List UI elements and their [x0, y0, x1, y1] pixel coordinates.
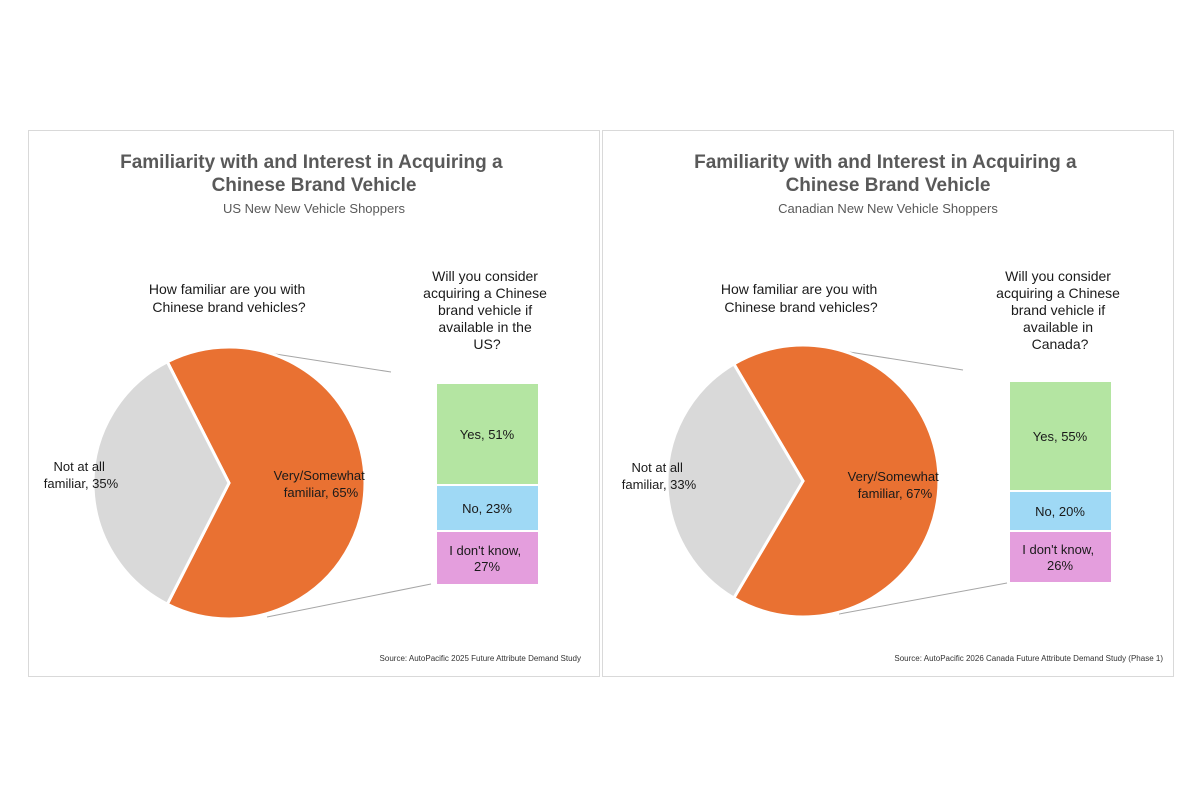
- pie-slice-very-somewhat-familiar: [731, 343, 941, 619]
- slice-label-not-at-all-familiar: Not at all: [54, 459, 105, 474]
- pie-slice-very-somewhat-familiar: [165, 345, 367, 621]
- bar-label-dont-know: I don't know, 27%: [449, 543, 525, 574]
- bar-segment-yes: [435, 382, 540, 486]
- bar-segment-dont-know: [1008, 530, 1113, 584]
- pie-question: How familiar are you with: [149, 281, 305, 297]
- bar-question: US?: [473, 336, 500, 352]
- bar-segment-dont-know: [435, 530, 540, 586]
- bar-question: brand vehicle if: [438, 302, 532, 318]
- slice-label-very-somewhat-familiar: familiar, 65%: [284, 485, 359, 500]
- svg-text:Will you consider acquir: Will you consider acquiring a Chinese br…: [996, 268, 1124, 352]
- connector-line-bottom: [266, 583, 432, 618]
- bar-segment-no: [1008, 490, 1113, 532]
- chart-title: Chinese Brand Vehicle: [786, 175, 991, 196]
- svg-text:Very/Somewhat familiar,: Very/Somewhat familiar, 67%: [848, 469, 943, 501]
- svg-text:Familiarity with and Interest: Familiarity with and Interest in Acquiri…: [120, 152, 508, 196]
- pie-of-bar-chart-canada: Familiarity with and Interest in Acquiri…: [622, 152, 1164, 663]
- source-note: Source: AutoPacific 2026 Canada Future A…: [894, 654, 1163, 663]
- pie-question: Chinese brand vehicles?: [724, 299, 878, 315]
- slice-label-very-somewhat-familiar: Very/Somewhat: [848, 469, 939, 484]
- svg-text:How familiar are you with: How familiar are you with Chinese brand …: [721, 281, 881, 315]
- slice-label-not-at-all-familiar: Not at all: [632, 460, 683, 475]
- bar-question: acquiring a Chinese: [423, 285, 547, 301]
- bar-label-no: No, 20%: [1035, 504, 1085, 519]
- chart-subtitle: US New New Vehicle Shoppers: [223, 201, 406, 216]
- pie-question: Chinese brand vehicles?: [152, 299, 306, 315]
- chart-title: Familiarity with and Interest in Acquiri…: [694, 152, 1077, 173]
- source-note: Source: AutoPacific 2025 Future Attribut…: [380, 654, 581, 663]
- svg-text:Very/Somewhat familiar,: Very/Somewhat familiar, 65%: [274, 468, 369, 500]
- svg-text:How familiar are you with: How familiar are you with Chinese brand …: [149, 281, 309, 315]
- svg-text:Not at all familiar, 33%: Not at all familiar, 33%: [622, 460, 697, 492]
- bar-question: brand vehicle if: [1011, 302, 1105, 318]
- bar-question: Will you consider: [1005, 268, 1111, 284]
- bar-question: available in: [1023, 319, 1093, 335]
- bar-segment-no: [435, 484, 540, 532]
- bar-label-yes: Yes, 51%: [460, 427, 515, 442]
- bar-question: Canada?: [1032, 336, 1089, 352]
- chart-subtitle: Canadian New New Vehicle Shoppers: [778, 201, 998, 216]
- bar-label-no: No, 23%: [462, 501, 512, 516]
- chart-title: Familiarity with and Interest in Acquiri…: [120, 152, 503, 173]
- svg-text:Familiarity with and Interest: Familiarity with and Interest in Acquiri…: [694, 152, 1082, 196]
- slice-label-very-somewhat-familiar: familiar, 67%: [858, 486, 933, 501]
- svg-text:Will you consider acquir: Will you consider acquiring a Chinese br…: [423, 268, 551, 352]
- slice-label-not-at-all-familiar: familiar, 35%: [44, 476, 119, 491]
- pie-question: How familiar are you with: [721, 281, 877, 297]
- bar-label-yes: Yes, 55%: [1033, 429, 1088, 444]
- slice-label-not-at-all-familiar: familiar, 33%: [622, 477, 697, 492]
- connector-line-top: [268, 352, 392, 373]
- connector-line-bottom: [838, 582, 1008, 615]
- bar-label-dont-know: I don't know, 26%: [1022, 542, 1098, 573]
- pie-slice-not-at-all-familiar: [665, 361, 805, 601]
- slice-label-very-somewhat-familiar: Very/Somewhat: [274, 468, 365, 483]
- pie-slice-not-at-all-familiar: [91, 359, 231, 607]
- svg-text:Not at all familiar, 35%: Not at all familiar, 35%: [44, 459, 119, 491]
- connector-line-top: [842, 350, 964, 371]
- chart-panel-canada: Familiarity with and Interest in Acquiri…: [602, 130, 1174, 677]
- bar-segment-yes: [1008, 380, 1113, 492]
- bar-question: available in the: [438, 319, 532, 335]
- pie-of-bar-chart-us: Familiarity with and Interest in Acquiri…: [44, 152, 581, 663]
- chart-panel-us: Familiarity with and Interest in Acquiri…: [28, 130, 600, 677]
- bar-question: acquiring a Chinese: [996, 285, 1120, 301]
- chart-title: Chinese Brand Vehicle: [212, 175, 417, 196]
- bar-question: Will you consider: [432, 268, 538, 284]
